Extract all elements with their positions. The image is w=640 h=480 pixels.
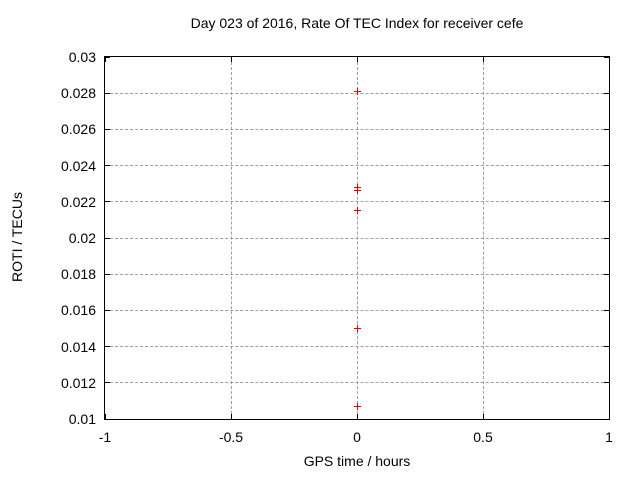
y-tick-mark <box>105 201 110 203</box>
x-tick-mark <box>356 57 358 62</box>
marker-vertical-bar <box>356 402 358 410</box>
y-tick-label: 0.01 <box>68 411 96 427</box>
y-tick-label: 0.012 <box>60 374 96 391</box>
x-tick-label: 1 <box>605 429 613 445</box>
y-tick-mark <box>604 418 609 420</box>
marker-vertical-bar <box>356 325 358 332</box>
x-tick-mark <box>482 57 484 62</box>
data-point-marker <box>353 207 361 215</box>
x-tick-label: -0.5 <box>218 429 244 445</box>
x-axis-label: GPS time / hours <box>303 453 411 469</box>
y-tick-mark <box>105 56 110 58</box>
y-tick-mark <box>604 309 609 311</box>
x-gridline <box>482 57 484 419</box>
x-tick-label: 0 <box>353 429 361 445</box>
y-tick-mark <box>604 128 609 130</box>
marker-vertical-bar <box>356 187 358 195</box>
x-tick-label: -1 <box>98 429 112 445</box>
y-tick-mark <box>604 382 609 384</box>
y-tick-mark <box>604 56 609 58</box>
y-tick-mark <box>604 92 609 94</box>
y-tick-mark <box>604 201 609 203</box>
y-tick-mark <box>105 128 110 130</box>
y-tick-mark <box>105 346 110 348</box>
chart-title: Day 023 of 2016, Rate Of TEC Index for r… <box>190 15 524 31</box>
x-tick-mark <box>230 57 232 62</box>
x-tick-mark <box>608 414 610 419</box>
data-point-marker <box>353 325 361 332</box>
marker-vertical-bar <box>356 183 358 191</box>
y-tick-label: 0.024 <box>60 157 96 174</box>
marker-vertical-bar <box>356 87 358 95</box>
plot-area <box>104 56 610 420</box>
data-point-marker <box>353 87 361 95</box>
y-tick-label: 0.018 <box>60 266 96 283</box>
y-tick-mark <box>604 165 609 167</box>
y-tick-mark <box>604 346 609 348</box>
x-tick-mark <box>608 57 610 62</box>
x-tick-mark <box>230 414 232 419</box>
x-gridline <box>230 57 232 419</box>
data-point-marker <box>353 187 361 195</box>
data-point-marker <box>353 183 361 191</box>
x-tick-mark <box>104 414 106 419</box>
y-tick-mark <box>105 273 110 275</box>
y-tick-mark <box>105 237 110 239</box>
y-tick-label: 0.022 <box>60 193 96 210</box>
y-tick-label: 0.03 <box>68 49 96 65</box>
y-tick-mark <box>105 418 110 420</box>
x-tick-mark <box>104 57 106 62</box>
y-tick-label: 0.028 <box>60 85 96 102</box>
data-point-marker <box>353 402 361 410</box>
y-tick-mark <box>604 237 609 239</box>
x-tick-label: 0.5 <box>473 429 493 445</box>
y-tick-mark <box>604 273 609 275</box>
y-tick-mark <box>105 382 110 384</box>
y-tick-label: 0.016 <box>60 302 96 319</box>
marker-vertical-bar <box>356 207 358 215</box>
x-tick-mark <box>356 414 358 419</box>
y-tick-label: 0.02 <box>68 230 96 246</box>
x-tick-mark <box>482 414 484 419</box>
x-gridline <box>356 57 358 419</box>
y-tick-mark <box>105 92 110 94</box>
y-tick-label: 0.026 <box>60 121 96 138</box>
y-tick-mark <box>105 309 110 311</box>
y-tick-label: 0.014 <box>60 338 96 355</box>
y-tick-mark <box>105 165 110 167</box>
